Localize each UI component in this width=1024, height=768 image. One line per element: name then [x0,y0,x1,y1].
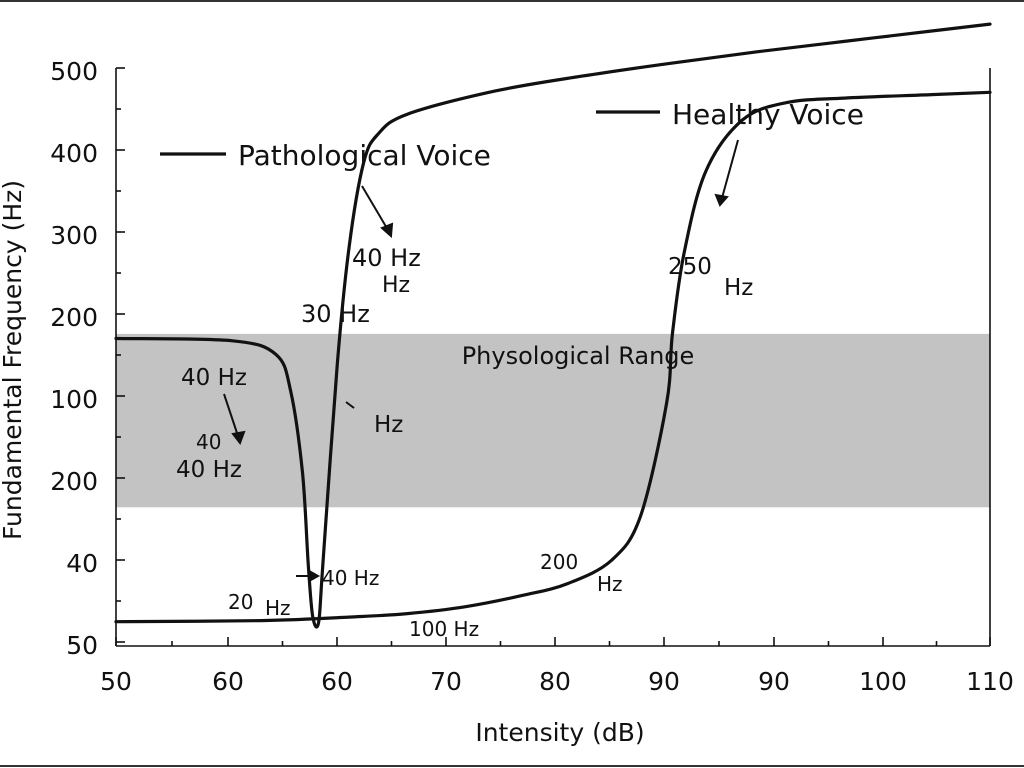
series-line-pathological-voice [114,22,992,629]
y-tick-label: 100 [50,385,98,414]
annotation: 40 Hz [352,244,421,272]
annotation: 40 Hz [181,365,247,391]
x-tick-label: 110 [966,667,1014,696]
legend-label-pathological: Pathological Voice [238,139,491,172]
annotation: Hz [382,273,410,298]
annotation: Hz [374,412,403,438]
legend-label-healthy: Healthy Voice [672,98,864,131]
x-tick-label: 60 [212,667,244,696]
y-tick-label: 300 [50,221,98,250]
x-tick-label: 50 [100,667,132,696]
y-tick-label: 40 [66,549,98,578]
y-tick-label: 200 [50,303,98,332]
x-tick-label: 90 [648,667,680,696]
annotation: Hz [265,596,291,620]
x-tick-label: 90 [758,667,790,696]
annotation: Hz [597,572,623,596]
x-tick-label: 60 [321,667,353,696]
x-tick-label: 100 [859,667,907,696]
leader-arrows [223,139,739,583]
annotation: 250 [668,254,712,280]
annotation: Hz [724,275,753,301]
annotation: 100 Hz [409,617,479,641]
series-line-healthy-voice [114,90,992,624]
physiological-range-band [116,333,990,508]
y-tick-label: 500 [50,57,98,86]
y-tick-label: 50 [66,631,98,660]
x-tick-label: 80 [539,667,571,696]
y-tick-label: 400 [50,139,98,168]
band-label: Physological Range [462,342,695,370]
annotation: 40 [196,430,221,454]
annotation: 200 [540,550,578,574]
annotation: 40 Hz [176,457,242,483]
ticks [115,67,991,646]
annotation: 20 [228,590,253,614]
x-axis-title: Intensity (dB) [475,718,644,747]
annotation: 30 Hz [301,300,370,328]
x-tick-label: 70 [430,667,462,696]
annotation: 40 Hz [322,566,379,590]
y-axis-title: Fundamental Frequency (Hz) [0,180,27,540]
y-tick-label: 200 [50,467,98,496]
